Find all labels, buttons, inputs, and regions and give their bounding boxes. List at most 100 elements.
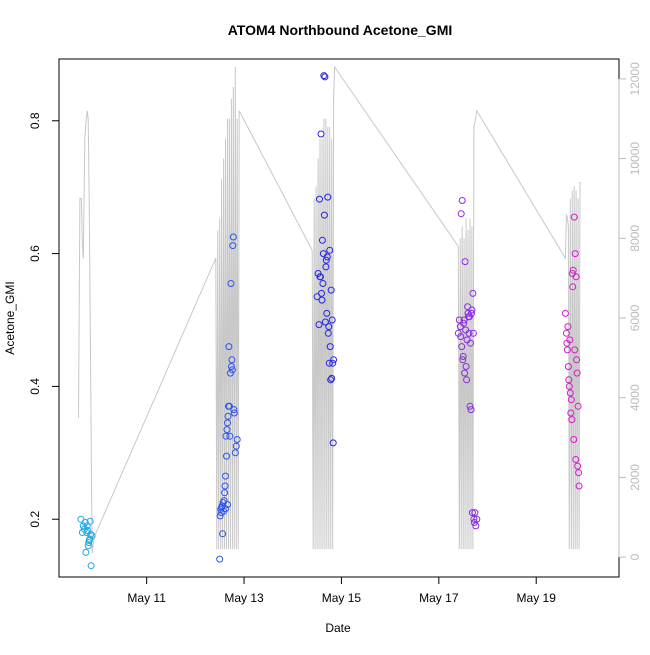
data-point-flight-3 xyxy=(328,374,336,382)
data-point-flight-5 xyxy=(566,389,574,397)
data-point-flight-1 xyxy=(84,542,92,550)
data-point-flight-2 xyxy=(216,512,224,520)
data-point-flight-2 xyxy=(228,356,236,364)
x-tick-label: May 11 xyxy=(127,591,166,605)
data-point-flight-1 xyxy=(87,531,95,538)
data-point-flight-2 xyxy=(224,412,232,420)
data-point-flight-1 xyxy=(86,517,94,525)
data-point-flight-2 xyxy=(227,363,235,370)
data-point-flight-5 xyxy=(570,436,578,443)
data-point-flight-2 xyxy=(226,432,234,440)
altitude-trace-layer xyxy=(78,65,581,554)
data-point-flight-2 xyxy=(221,482,229,490)
data-point-flight-4 xyxy=(464,303,472,311)
data-point-flight-3 xyxy=(329,439,337,447)
data-point-flight-4 xyxy=(470,519,478,526)
right-tick-label: 4000 xyxy=(628,384,642,411)
data-point-flight-5 xyxy=(571,346,579,354)
data-point-flight-3 xyxy=(317,273,324,281)
data-point-flight-3 xyxy=(318,236,326,244)
data-point-flight-1 xyxy=(87,562,95,570)
data-point-flight-4 xyxy=(461,258,469,266)
data-point-flight-4 xyxy=(458,343,466,351)
data-point-flight-4 xyxy=(471,509,479,517)
data-point-flight-1 xyxy=(77,515,85,523)
data-point-flight-2 xyxy=(232,442,240,450)
data-point-flight-3 xyxy=(318,289,325,297)
data-point-flight-4 xyxy=(467,339,474,347)
data-point-flight-2 xyxy=(233,436,241,443)
data-point-flight-5 xyxy=(563,346,571,354)
data-point-flight-4 xyxy=(463,376,471,384)
data-point-flight-2 xyxy=(216,555,224,563)
right-tick-label: 10000 xyxy=(628,142,642,176)
data-point-flight-3 xyxy=(320,211,328,219)
data-point-flight-5 xyxy=(567,409,575,417)
data-point-flight-1 xyxy=(88,532,96,540)
data-point-flight-5 xyxy=(564,323,572,331)
data-point-flight-5 xyxy=(563,339,571,347)
y-tick-label: 0.4 xyxy=(28,378,42,395)
data-point-flight-3 xyxy=(324,329,332,337)
data-point-flight-1 xyxy=(81,519,89,526)
data-point-flight-3 xyxy=(316,195,323,203)
data-point-flight-3 xyxy=(328,316,336,324)
data-point-flight-2 xyxy=(227,280,235,287)
data-point-flight-3 xyxy=(315,321,323,329)
x-tick-label: May 13 xyxy=(224,591,264,605)
data-point-flight-4 xyxy=(462,326,470,334)
data-point-flight-3 xyxy=(326,246,334,254)
data-point-flight-2 xyxy=(222,505,229,513)
data-point-flight-2 xyxy=(228,366,236,374)
right-tick-label: 12000 xyxy=(628,62,642,96)
data-point-flight-4 xyxy=(460,316,468,324)
data-point-flight-5 xyxy=(572,273,580,281)
right-tick-label: 0 xyxy=(628,553,642,560)
data-point-flight-5 xyxy=(565,376,573,384)
data-point-flight-2 xyxy=(222,432,230,440)
chart-title: ATOM4 Northbound Acetone_GMI xyxy=(228,22,453,38)
x-axis-label: Date xyxy=(325,621,351,635)
data-point-flight-4 xyxy=(467,406,475,414)
data-point-flight-4 xyxy=(472,522,480,530)
data-point-flight-2 xyxy=(220,497,228,505)
data-point-flight-2 xyxy=(219,530,227,538)
data-point-flight-4 xyxy=(469,329,477,337)
data-point-flight-2 xyxy=(230,409,238,417)
data-point-flight-5 xyxy=(568,416,576,424)
x-tick-label: May 19 xyxy=(517,591,557,605)
x-tick-label: May 15 xyxy=(322,591,362,605)
data-point-flight-2 xyxy=(229,242,237,250)
right-tick-label: 2000 xyxy=(628,464,642,491)
data-point-flight-4 xyxy=(460,319,468,327)
data-point-flight-3 xyxy=(322,256,330,264)
data-point-flight-5 xyxy=(565,382,573,390)
data-point-flight-5 xyxy=(574,462,582,470)
data-point-flight-4 xyxy=(469,289,477,297)
data-point-flight-5 xyxy=(575,482,583,490)
data-point-flight-4 xyxy=(470,515,478,523)
data-point-flight-3 xyxy=(330,356,338,364)
data-point-flight-5 xyxy=(567,396,575,404)
data-point-flight-2 xyxy=(224,419,231,427)
y-tick-label: 0.6 xyxy=(28,245,42,262)
data-point-flight-5 xyxy=(573,356,581,364)
data-point-flight-4 xyxy=(466,402,474,410)
right-tick-label: 6000 xyxy=(628,304,642,331)
data-point-flight-4 xyxy=(458,197,466,204)
data-point-flight-4 xyxy=(464,309,472,317)
data-point-flight-5 xyxy=(574,402,582,410)
data-point-flight-4 xyxy=(459,356,467,364)
data-points-layer xyxy=(77,72,583,570)
x-tick-label: May 17 xyxy=(419,591,459,605)
data-point-flight-4 xyxy=(457,333,465,341)
data-point-flight-4 xyxy=(457,210,465,218)
data-point-flight-4 xyxy=(455,316,463,324)
y-tick-label: 0.2 xyxy=(28,511,42,528)
y-tick-label: 0.8 xyxy=(28,112,42,129)
data-point-flight-3 xyxy=(329,359,337,367)
data-point-flight-2 xyxy=(224,501,231,509)
data-point-flight-5 xyxy=(569,283,577,291)
data-point-flight-3 xyxy=(318,296,326,304)
